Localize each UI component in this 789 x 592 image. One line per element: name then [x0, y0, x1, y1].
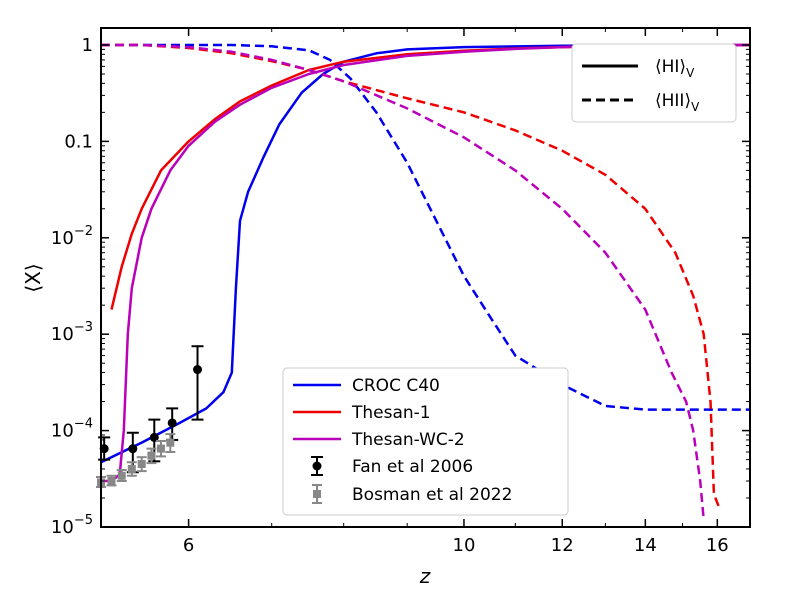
- x-tick-label: 12: [551, 535, 574, 556]
- fan-et-al-2006-marker: [193, 365, 203, 375]
- y-tick-label: 1: [82, 35, 93, 56]
- y-tick-label-exp: −3: [74, 320, 93, 335]
- y-tick-label: 10−3: [51, 320, 93, 345]
- y-tick-label-base: 10: [51, 517, 74, 538]
- legend-fan-sample: [311, 456, 323, 476]
- x-tick-label: 10: [453, 535, 476, 556]
- observations-layer: [96, 345, 204, 488]
- y-tick-label-base: 10: [51, 228, 74, 249]
- y-tick-label-base: 10: [51, 324, 74, 345]
- style-legend-hi-sub: V: [686, 66, 695, 80]
- legend-bosman-label: Bosman et al 2022: [352, 485, 512, 505]
- fan-et-al-2006-point-0: [98, 436, 111, 461]
- y-tick-label-exp: −5: [74, 513, 93, 528]
- fan-et-al-2006-marker: [128, 444, 138, 454]
- style-legend-hi-label: ⟨HI⟩V: [655, 57, 695, 80]
- fan-et-al-2006-point-4: [191, 345, 204, 421]
- y-tick-label-base: 1: [82, 35, 93, 56]
- bosman-et-al-2022-point-7: [165, 433, 176, 453]
- y-tick-label: 10−4: [51, 417, 93, 442]
- series-legend-box: [282, 367, 569, 516]
- series-line-thesan-wc-2-hi: [101, 43, 750, 483]
- bosman-et-al-2022-point-5: [146, 447, 157, 465]
- legend-thesan1-label: Thesan-1: [351, 403, 431, 423]
- legend-fan-label: Fan et al 2006: [352, 457, 473, 477]
- x-tick-label: 6: [183, 535, 194, 556]
- bosman-et-al-2022-point-1: [106, 474, 117, 487]
- legend-thesanwc2-label: Thesan-WC-2: [351, 430, 465, 450]
- x-axis-title: z: [419, 564, 431, 588]
- y-tick-label: 10−2: [51, 224, 93, 249]
- fan-et-al-2006-marker: [149, 432, 159, 442]
- legend-bosman-sample: [312, 484, 322, 504]
- x-tick-label: 14: [634, 535, 657, 556]
- style-legend-hi-text: ⟨HI⟩: [655, 57, 686, 77]
- y-tick-label: 0.1: [64, 131, 93, 152]
- bosman-et-al-2022-marker: [147, 451, 156, 460]
- y-tick-label-base: 0.1: [64, 131, 93, 152]
- y-tick-label-exp: −2: [74, 224, 93, 239]
- bosman-et-al-2022-point-3: [126, 461, 137, 477]
- series-legend: CROC C40 Thesan-1 Thesan-WC-2 Fan et al …: [282, 367, 569, 516]
- bosman-et-al-2022-point-2: [116, 469, 127, 483]
- y-tick-label: 10−5: [51, 513, 93, 538]
- series-line-croc-c40-hii: [101, 43, 750, 411]
- style-legend-hii-label: ⟨HII⟩V: [655, 91, 700, 114]
- y-tick-label-exp: −4: [74, 417, 93, 432]
- style-legend-hii-text: ⟨HII⟩: [655, 91, 691, 111]
- series-layer: [101, 43, 750, 520]
- legend-croc-label: CROC C40: [352, 376, 440, 396]
- y-axis-title: ⟨X⟩: [21, 263, 45, 292]
- plot-frame: [100, 27, 751, 528]
- style-legend-hii-sub: V: [691, 100, 700, 114]
- y-tick-label-base: 10: [51, 421, 74, 442]
- fan-et-al-2006-marker: [167, 418, 177, 428]
- bosman-et-al-2022-marker: [166, 438, 175, 447]
- bosman-et-al-2022-marker: [137, 460, 146, 469]
- series-line-thesan-1-hii: [101, 43, 721, 508]
- bosman-et-al-2022-marker: [127, 464, 136, 473]
- bosman-et-al-2022-point-4: [136, 456, 147, 473]
- style-legend: ⟨HI⟩V ⟨HII⟩V: [571, 43, 737, 123]
- bosman-et-al-2022-marker: [117, 471, 126, 480]
- style-legend-box: [571, 43, 737, 123]
- fan-et-al-2006-point-3: [166, 407, 179, 441]
- bosman-et-al-2022-marker: [107, 477, 116, 486]
- bosman-et-al-2022-marker: [156, 444, 165, 453]
- series-line-thesan-wc-2-hii: [101, 43, 705, 520]
- series-line-croc-c40-hi: [101, 43, 750, 464]
- bosman-et-al-2022-point-6: [155, 439, 166, 458]
- x-tick-label: 16: [706, 535, 729, 556]
